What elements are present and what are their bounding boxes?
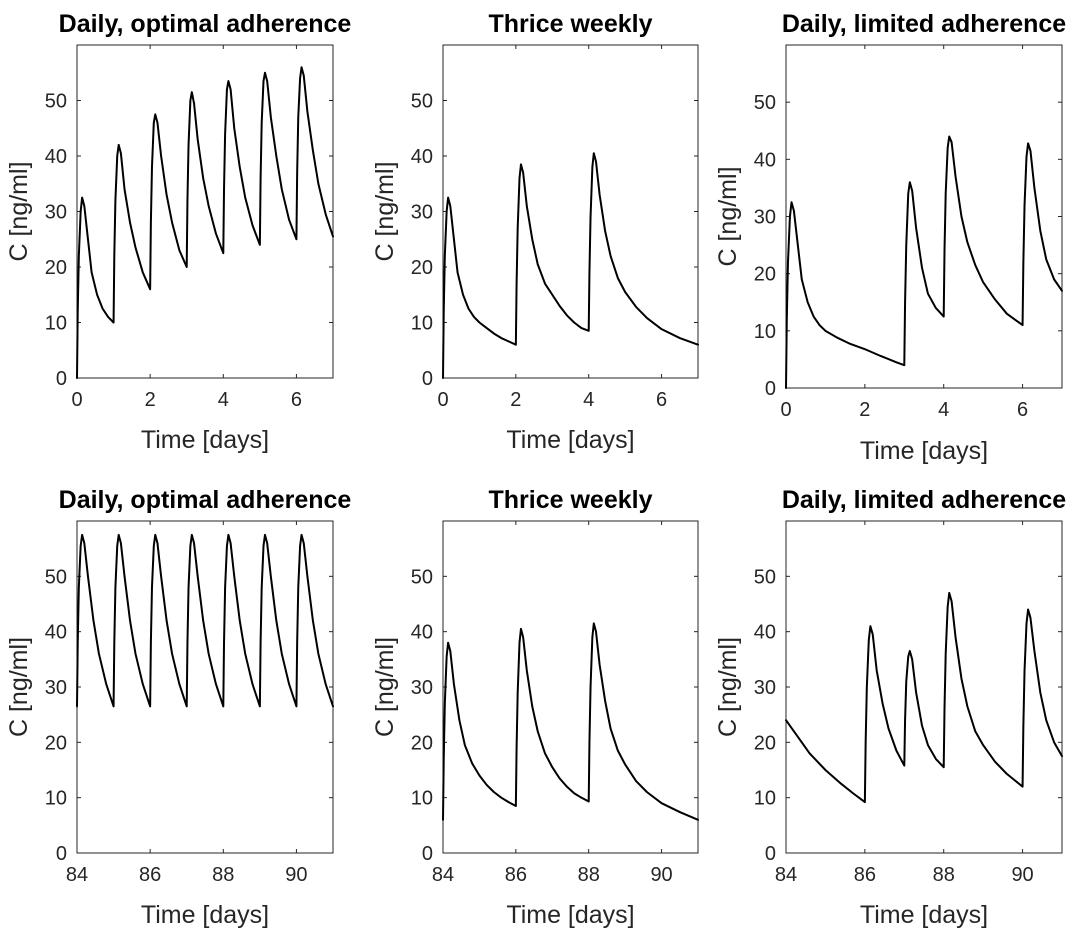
y-tick-label: 10 [45, 313, 67, 335]
x-tick-label: 90 [285, 864, 307, 886]
y-tick-label: 30 [754, 677, 776, 699]
x-tick-label: 86 [505, 864, 527, 886]
y-tick-label: 0 [765, 843, 776, 865]
y-tick-label: 50 [411, 91, 433, 113]
y-tick-label: 50 [45, 566, 67, 588]
chart-title: Thrice weekly [489, 486, 653, 514]
y-tick-label: 30 [45, 202, 67, 224]
x-tick-label: 84 [775, 864, 797, 886]
y-tick-label: 40 [411, 622, 433, 644]
x-tick-label: 4 [938, 399, 949, 421]
y-tick-label: 10 [754, 321, 776, 343]
y-tick-label: 50 [754, 566, 776, 588]
plot-area-frame [785, 520, 1063, 854]
chart-panel-6: Daily, limited adherence 84 86 88 90 0 10 20 30 4… [714, 486, 1066, 929]
x-tick-label: 0 [780, 399, 791, 421]
y-tick-label: 20 [45, 257, 67, 279]
x-tick-label: 2 [510, 389, 521, 411]
y-tick-label: 50 [45, 91, 67, 113]
x-tick-label: 4 [218, 389, 229, 411]
chart-title: Daily, optimal adherence [59, 486, 352, 514]
x-tick-label: 88 [212, 864, 234, 886]
plot-area-frame [785, 44, 1063, 389]
y-tick-label: 10 [411, 788, 433, 810]
y-tick-label: 40 [754, 149, 776, 171]
x-tick-label: 0 [437, 389, 448, 411]
y-tick-label: 20 [411, 257, 433, 279]
chart-panel-2: Thrice weekly 0 2 4 6 0 10 20 30 40 50 Time [days] C… [371, 10, 699, 454]
concentration-line-series [442, 622, 699, 821]
chart-title: Daily, limited adherence [782, 10, 1066, 38]
x-tick-label: 6 [291, 389, 302, 411]
concentration-line-series [76, 66, 334, 379]
y-axis-label: C [ng/ml] [5, 637, 33, 737]
y-tick-label: 10 [754, 788, 776, 810]
chart-panel-1: Daily, optimal adherence 0 2 4 6 0 10 20 30 40 50 T… [5, 10, 351, 454]
x-tick-label: 86 [139, 864, 161, 886]
y-axis-label: C [ng/ml] [714, 637, 742, 737]
x-axis-label: Time [days] [506, 426, 634, 454]
y-tick-label: 20 [754, 264, 776, 286]
x-axis-label: Time [days] [506, 901, 634, 929]
y-tick-label: 0 [422, 843, 433, 865]
x-tick-label: 90 [1011, 864, 1033, 886]
concentration-line-series [785, 591, 1063, 804]
x-tick-label: 6 [656, 389, 667, 411]
concentration-line-series [785, 135, 1063, 389]
chart-panel-3: Daily, limited adherence 0 2 4 6 0 10 20 30 40 50 T… [714, 10, 1066, 465]
x-tick-label: 0 [71, 389, 82, 411]
y-axis-label: C [ng/ml] [371, 637, 399, 737]
y-tick-label: 0 [422, 368, 433, 390]
x-tick-label: 2 [145, 389, 156, 411]
y-tick-label: 10 [45, 788, 67, 810]
x-tick-label: 84 [432, 864, 454, 886]
x-tick-label: 4 [583, 389, 594, 411]
y-tick-label: 30 [754, 207, 776, 229]
y-tick-label: 30 [45, 677, 67, 699]
x-tick-label: 86 [854, 864, 876, 886]
y-tick-label: 50 [754, 92, 776, 114]
x-axis-label: Time [days] [860, 437, 988, 465]
y-tick-label: 50 [411, 566, 433, 588]
x-tick-label: 90 [650, 864, 672, 886]
chart-title: Thrice weekly [489, 10, 653, 38]
y-tick-label: 20 [411, 732, 433, 754]
y-tick-label: 20 [754, 732, 776, 754]
y-axis-label: C [ng/ml] [5, 161, 33, 261]
y-axis-label: C [ng/ml] [714, 166, 742, 266]
x-axis-label: Time [days] [141, 426, 269, 454]
y-tick-label: 10 [411, 313, 433, 335]
y-tick-label: 0 [56, 368, 67, 390]
y-tick-label: 0 [56, 843, 67, 865]
y-tick-label: 20 [45, 732, 67, 754]
x-tick-label: 88 [578, 864, 600, 886]
y-tick-label: 30 [411, 677, 433, 699]
x-tick-label: 88 [933, 864, 955, 886]
chart-panel-4: Daily, optimal adherence 84 86 88 90 0 10 20 30 4… [5, 486, 351, 929]
concentration-line-series [76, 533, 334, 708]
y-axis-label: C [ng/ml] [371, 161, 399, 261]
concentration-line-series [442, 152, 699, 379]
y-tick-label: 0 [765, 378, 776, 400]
x-tick-label: 2 [859, 399, 870, 421]
x-axis-label: Time [days] [141, 901, 269, 929]
plot-area-frame [442, 520, 699, 854]
y-tick-label: 30 [411, 202, 433, 224]
x-tick-label: 6 [1017, 399, 1028, 421]
x-axis-label: Time [days] [860, 901, 988, 929]
chart-panel-5: Thrice weekly 84 86 88 90 0 10 20 30 40 50 Time [da… [371, 486, 699, 929]
y-tick-label: 40 [45, 622, 67, 644]
y-tick-label: 40 [45, 146, 67, 168]
x-tick-label: 84 [66, 864, 88, 886]
y-tick-label: 40 [411, 146, 433, 168]
chart-title: Daily, optimal adherence [59, 10, 352, 38]
y-tick-label: 40 [754, 622, 776, 644]
chart-title: Daily, limited adherence [782, 486, 1066, 514]
